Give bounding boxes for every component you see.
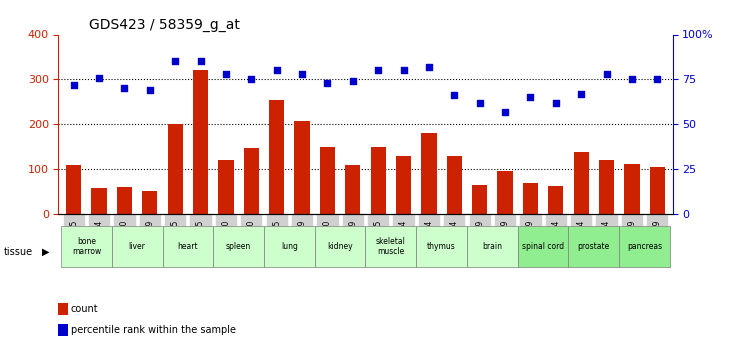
Point xyxy=(474,100,485,106)
Text: tissue: tissue xyxy=(4,247,33,257)
Point xyxy=(448,93,460,98)
FancyBboxPatch shape xyxy=(366,227,416,267)
Text: spinal cord: spinal cord xyxy=(522,242,564,251)
Point xyxy=(347,78,359,84)
Point xyxy=(194,59,206,64)
Bar xyxy=(91,188,107,214)
FancyBboxPatch shape xyxy=(467,227,518,267)
Bar xyxy=(548,186,564,214)
Point xyxy=(170,59,181,64)
Bar xyxy=(396,156,411,214)
FancyBboxPatch shape xyxy=(416,227,467,267)
Point xyxy=(220,71,232,77)
Point xyxy=(601,71,613,77)
FancyBboxPatch shape xyxy=(264,227,315,267)
Point xyxy=(296,71,308,77)
Text: percentile rank within the sample: percentile rank within the sample xyxy=(71,325,236,335)
Point xyxy=(94,75,105,80)
Text: bone
marrow: bone marrow xyxy=(72,237,101,256)
Bar xyxy=(219,160,234,214)
Point xyxy=(68,82,80,88)
Bar xyxy=(447,156,462,214)
Bar xyxy=(117,187,132,214)
Bar xyxy=(193,70,208,214)
Bar xyxy=(599,160,614,214)
Bar xyxy=(58,324,68,336)
FancyBboxPatch shape xyxy=(112,227,162,267)
Point xyxy=(144,87,156,93)
Bar xyxy=(143,191,157,214)
Bar xyxy=(320,147,335,214)
Bar xyxy=(167,124,183,214)
Text: count: count xyxy=(71,304,99,314)
Point xyxy=(322,80,333,86)
Bar xyxy=(497,171,512,214)
Bar xyxy=(243,148,259,214)
Bar xyxy=(523,184,538,214)
Text: prostate: prostate xyxy=(577,242,610,251)
Text: kidney: kidney xyxy=(327,242,353,251)
Point xyxy=(271,68,283,73)
Bar xyxy=(421,133,436,214)
Bar xyxy=(574,152,588,214)
Bar xyxy=(345,165,360,214)
Text: lung: lung xyxy=(281,242,298,251)
Point xyxy=(423,64,435,70)
FancyBboxPatch shape xyxy=(162,227,213,267)
Point xyxy=(525,95,537,100)
Bar xyxy=(371,147,386,214)
Text: liver: liver xyxy=(129,242,145,251)
Text: skeletal
muscle: skeletal muscle xyxy=(376,237,406,256)
Point xyxy=(398,68,409,73)
Text: spleen: spleen xyxy=(226,242,251,251)
FancyBboxPatch shape xyxy=(315,227,366,267)
Text: GDS423 / 58359_g_at: GDS423 / 58359_g_at xyxy=(89,18,240,32)
FancyBboxPatch shape xyxy=(61,227,112,267)
Point xyxy=(575,91,587,97)
Text: heart: heart xyxy=(178,242,198,251)
Point xyxy=(246,77,257,82)
Bar xyxy=(269,99,284,214)
Text: thymus: thymus xyxy=(427,242,456,251)
Point xyxy=(499,109,511,115)
Point xyxy=(372,68,384,73)
Bar xyxy=(624,164,640,214)
Bar xyxy=(472,185,488,214)
Point xyxy=(118,86,130,91)
Bar xyxy=(58,303,68,315)
FancyBboxPatch shape xyxy=(213,227,264,267)
Point xyxy=(550,100,561,106)
Bar xyxy=(650,167,665,214)
Text: ▶: ▶ xyxy=(42,247,50,257)
Text: pancreas: pancreas xyxy=(627,242,662,251)
Bar xyxy=(66,165,81,214)
Point xyxy=(626,77,637,82)
FancyBboxPatch shape xyxy=(518,227,569,267)
Point xyxy=(651,77,663,82)
Text: brain: brain xyxy=(482,242,502,251)
Bar xyxy=(295,121,310,214)
FancyBboxPatch shape xyxy=(619,227,670,267)
FancyBboxPatch shape xyxy=(569,227,619,267)
